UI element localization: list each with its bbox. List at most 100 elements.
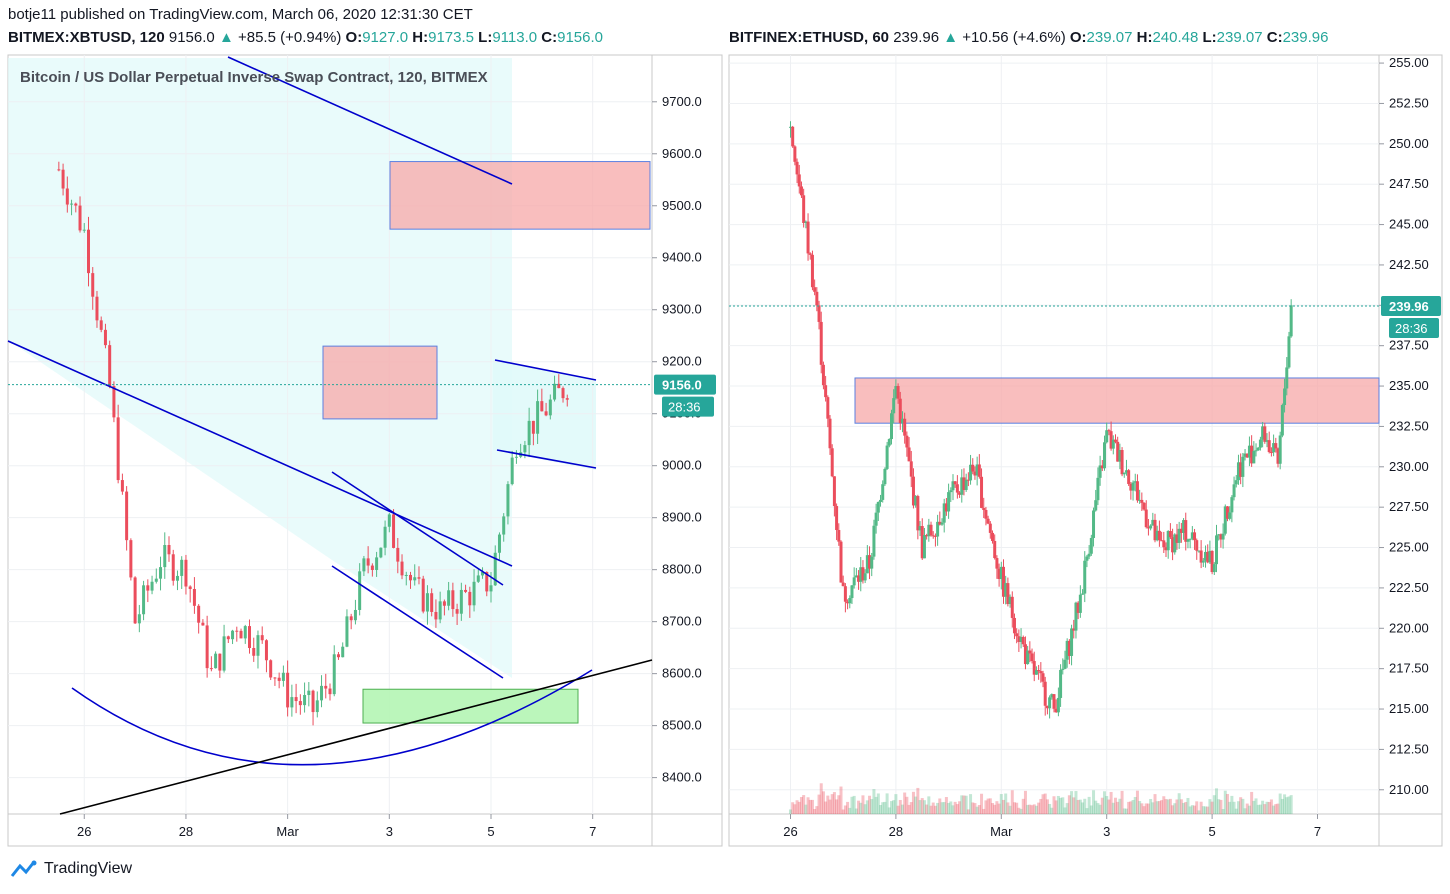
volume-bar xyxy=(806,797,810,814)
candle-body xyxy=(832,476,836,507)
volume-bar xyxy=(1225,793,1229,814)
volume-bar xyxy=(999,794,1003,814)
volume-bar xyxy=(988,798,992,814)
candle-body xyxy=(817,305,821,322)
candle-body xyxy=(1186,539,1190,542)
volume-bar xyxy=(1171,805,1175,814)
candle-body xyxy=(993,541,997,559)
candle-body xyxy=(290,697,294,708)
candle-body xyxy=(303,695,307,706)
volume-bar xyxy=(911,791,915,814)
candle-body xyxy=(120,480,124,492)
candle-body xyxy=(951,481,955,491)
candle-body xyxy=(336,654,340,658)
candle-body xyxy=(995,558,999,569)
volume-bar xyxy=(1052,796,1056,814)
x-tick-label: Mar xyxy=(276,824,299,839)
candle-body xyxy=(252,648,256,656)
volume-bar xyxy=(1258,804,1262,814)
candle-body xyxy=(1195,540,1199,551)
volume-bar xyxy=(1201,806,1205,814)
volume-bar xyxy=(1252,800,1256,814)
candle-body xyxy=(1043,681,1047,706)
candle-body xyxy=(1004,583,1008,597)
candle-body xyxy=(150,581,154,591)
volume-bar xyxy=(1219,799,1223,814)
candle-body xyxy=(324,685,328,689)
volume-bar xyxy=(1157,801,1161,814)
candle-body xyxy=(1065,640,1069,660)
candle-body xyxy=(896,386,900,399)
candle-body xyxy=(931,535,935,537)
candle-body xyxy=(82,229,86,231)
candle-body xyxy=(1138,499,1142,501)
candle-body xyxy=(791,126,795,147)
volume-bar xyxy=(832,792,836,814)
volume-bar xyxy=(1085,808,1089,814)
volume-bar xyxy=(808,799,812,814)
candle-body xyxy=(1261,426,1265,440)
volume-bar xyxy=(1131,799,1135,814)
candle-body xyxy=(239,630,243,639)
volume-bar xyxy=(1109,791,1113,814)
volume-bar xyxy=(1019,808,1023,814)
right-h-label: H: xyxy=(1136,29,1153,46)
candle-body xyxy=(74,203,78,206)
candle-body xyxy=(1149,525,1153,529)
candle-body xyxy=(1072,628,1076,631)
volume-bar xyxy=(969,794,973,814)
volume-bar xyxy=(872,789,876,814)
candle-body xyxy=(1173,534,1177,553)
candle-body xyxy=(826,397,830,419)
volume-bar xyxy=(1118,798,1122,814)
timer-tag-bg xyxy=(662,396,714,417)
volume-bar xyxy=(1048,803,1052,814)
volume-bar xyxy=(929,805,933,814)
candle-body xyxy=(1103,442,1107,469)
volume-bar xyxy=(1081,802,1085,814)
candle-body xyxy=(175,575,179,581)
price-tag-label: 239.96 xyxy=(1389,299,1429,314)
volume-bar xyxy=(1162,796,1166,814)
candle-body xyxy=(984,510,988,519)
candle-body xyxy=(320,685,324,701)
volume-bar xyxy=(815,806,819,814)
candle-body xyxy=(447,590,451,606)
candle-body xyxy=(1054,708,1058,713)
tradingview-logo[interactable]: TradingView xyxy=(10,860,132,878)
candle-body xyxy=(1168,531,1172,538)
y-tick-label: 220.00 xyxy=(1389,620,1429,635)
candle-body xyxy=(986,518,990,524)
candle-body xyxy=(843,586,847,602)
candle-body xyxy=(1234,480,1238,485)
price-tag-label: 9156.0 xyxy=(662,378,702,393)
candle-body xyxy=(192,589,196,606)
y-tick-label: 225.00 xyxy=(1389,540,1429,555)
y-tick-label: 237.50 xyxy=(1389,338,1429,353)
volume-bar xyxy=(938,798,942,814)
tradingview-logo-icon xyxy=(10,860,37,877)
candle-body xyxy=(523,445,527,453)
volume-bar xyxy=(1276,803,1280,814)
volume-bar xyxy=(1204,806,1208,814)
volume-bar xyxy=(793,804,797,814)
candle-body xyxy=(881,484,885,500)
rounded-bottom-arc xyxy=(71,669,593,766)
candle-body xyxy=(1001,566,1005,597)
candle-body xyxy=(883,468,887,485)
candle-body xyxy=(1113,439,1117,442)
volume-bar xyxy=(1221,808,1225,814)
volume-bar xyxy=(1103,791,1107,814)
candle-body xyxy=(914,496,918,506)
candle-body xyxy=(999,566,1003,580)
candle-body xyxy=(977,464,981,477)
candle-body xyxy=(455,609,459,614)
candle-body xyxy=(163,545,167,568)
candle-body xyxy=(1221,533,1225,540)
volume-bar xyxy=(962,795,966,814)
candle-body xyxy=(362,558,366,572)
x-tick-label: 28 xyxy=(179,824,193,839)
candle-body xyxy=(874,512,878,526)
candle-body xyxy=(1193,532,1197,541)
